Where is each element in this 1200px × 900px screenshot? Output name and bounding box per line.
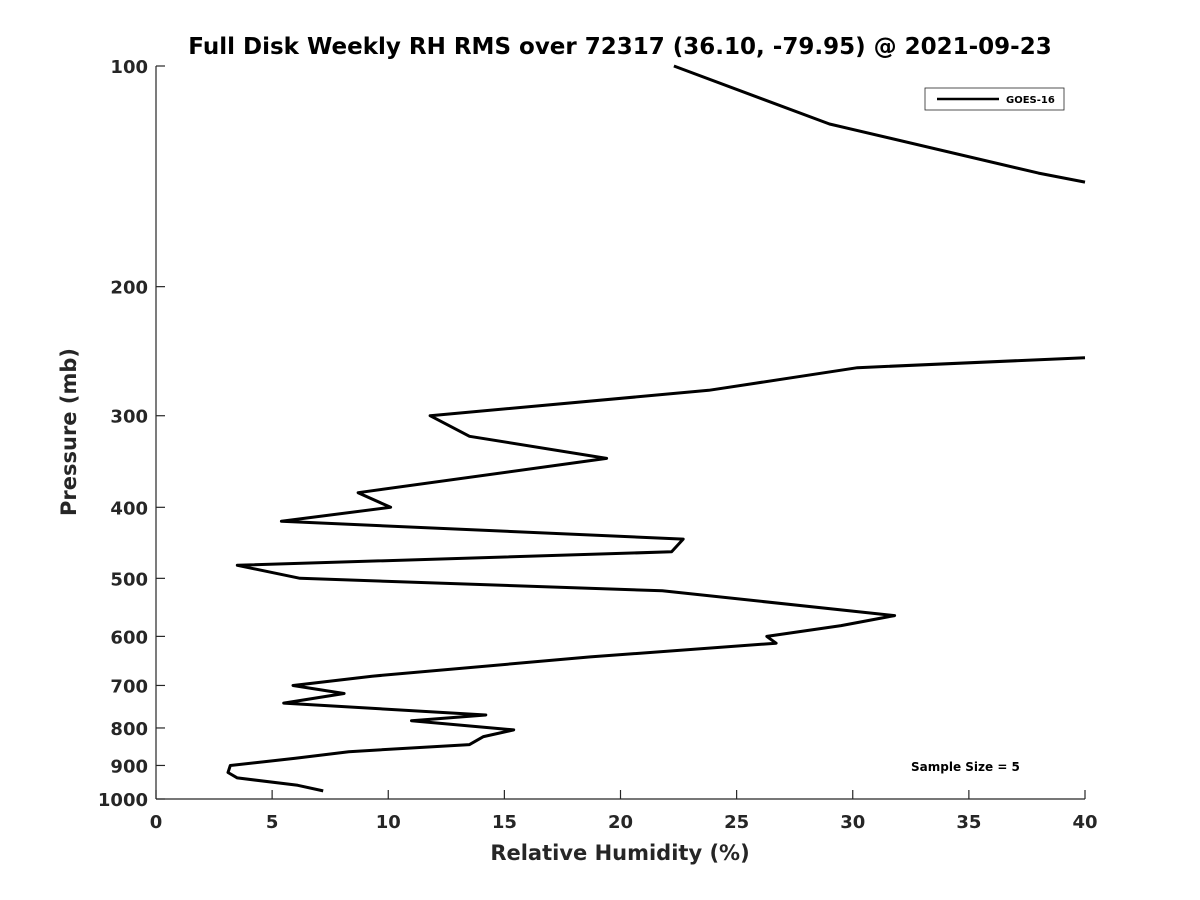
chart-title: Full Disk Weekly RH RMS over 72317 (36.1…: [188, 34, 1051, 60]
sample-size-annotation: Sample Size = 5: [911, 760, 1020, 774]
x-tick-label: 10: [376, 812, 401, 833]
x-tick-label: 20: [608, 812, 633, 833]
y-tick-label: 100: [110, 57, 148, 78]
series-layer: [226, 64, 1086, 793]
y-tick-label: 1000: [98, 790, 148, 811]
legend-label-goes-16: GOES-16: [1006, 95, 1055, 106]
y-axis-label: Pressure (mb): [57, 348, 81, 516]
legend: GOES-16: [924, 87, 1065, 111]
x-ticks: 0 5 10 15 20 25 30 35 40: [150, 790, 1098, 833]
series-line-goes-16-segment-2: [226, 356, 1086, 793]
y-tick-label: 800: [110, 719, 148, 740]
x-tick-label: 25: [724, 812, 749, 833]
y-tick-label: 600: [110, 627, 148, 648]
plot-axes: [155, 66, 1085, 800]
y-tick-label: 200: [110, 278, 148, 299]
y-tick-label: 700: [110, 676, 148, 697]
y-tick-label: 300: [110, 407, 148, 428]
y-tick-label: 500: [110, 569, 148, 590]
x-tick-label: 35: [956, 812, 981, 833]
x-tick-label: 30: [840, 812, 865, 833]
y-tick-label: 900: [110, 756, 148, 777]
y-tick-label: 400: [110, 498, 148, 519]
x-axis-label: Relative Humidity (%): [490, 841, 749, 865]
y-ticks: 100 200 300 400 500 600 700 800 900 1000: [98, 57, 165, 811]
x-tick-label: 15: [492, 812, 517, 833]
x-tick-label: 40: [1072, 812, 1097, 833]
x-tick-label: 5: [266, 812, 279, 833]
series-line-goes-16-segment-1: [673, 64, 1086, 184]
x-tick-label: 0: [150, 812, 163, 833]
